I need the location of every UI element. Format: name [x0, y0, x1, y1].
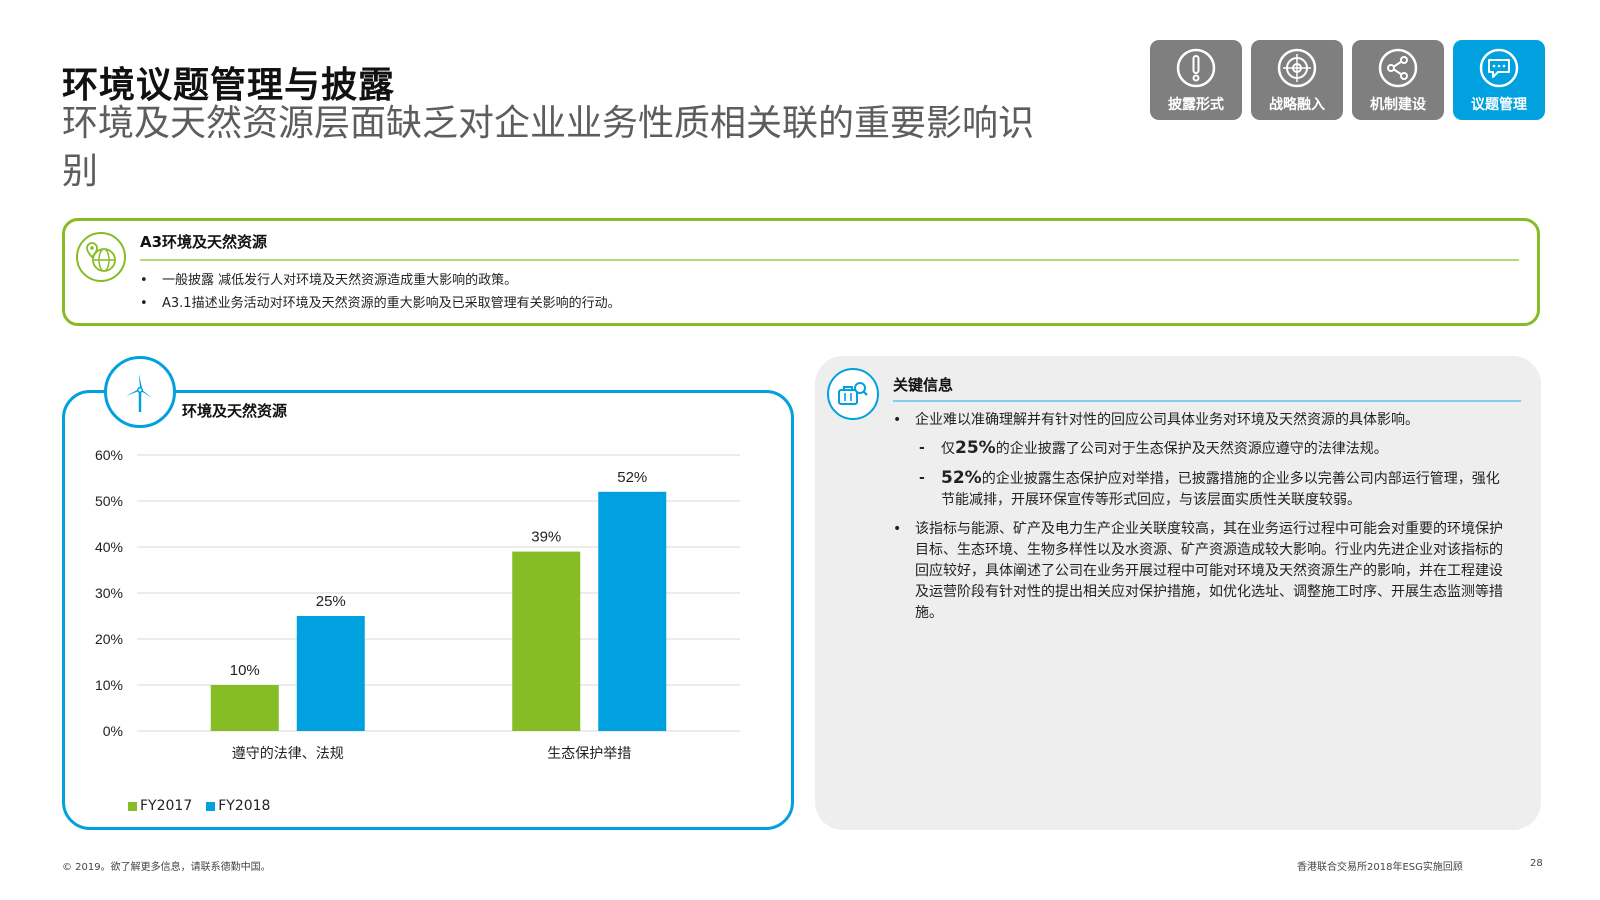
- y-tick-label: 30%: [95, 585, 123, 601]
- exclamation-icon: [1176, 48, 1216, 88]
- nav-button-strategy[interactable]: 战略融入: [1251, 40, 1343, 120]
- info-body: 企业难以准确理解并有针对性的回应公司具体业务对环境及天然资源的具体影响。 仅25…: [893, 410, 1513, 631]
- wind-turbine-icon: [126, 374, 152, 412]
- y-tick-label: 10%: [95, 677, 123, 693]
- nav-label: 战略融入: [1269, 97, 1325, 113]
- legend-entry-fy2017: FY2017: [128, 798, 192, 814]
- a3-requirements-box: A3环境及天然资源 一般披露 减低发行人对环境及天然资源造成重大影响的政策。 A…: [62, 218, 1540, 326]
- info-title: 关键信息: [893, 376, 954, 394]
- data-label: 10%: [230, 662, 260, 679]
- y-tick-label: 20%: [95, 631, 123, 647]
- divider: [893, 400, 1521, 402]
- bar-fy2017-0: [210, 685, 279, 731]
- nav-label: 议题管理: [1471, 97, 1527, 113]
- footer-report-title: 香港联合交易所2018年ESG实施回顾: [1297, 862, 1463, 873]
- y-tick-label: 60%: [95, 447, 123, 463]
- footer-copyright: © 2019。欲了解更多信息，请联系德勤中国。: [62, 862, 271, 873]
- nav-button-topic-management[interactable]: 议题管理: [1453, 40, 1545, 120]
- share-icon: [1378, 48, 1418, 88]
- chat-bubble-icon: [1479, 48, 1519, 88]
- a3-header: A3环境及天然资源: [140, 233, 268, 251]
- data-label: 25%: [316, 593, 346, 610]
- nav-button-disclosure-form[interactable]: 披露形式: [1150, 40, 1242, 120]
- data-label: 39%: [531, 529, 561, 546]
- page-number: 28: [1530, 858, 1543, 869]
- info-subpoint: 52%的企业披露生态保护应对举措，已披露措施的企业多以完善公司内部运行管理，强化…: [893, 468, 1513, 511]
- y-tick-label: 40%: [95, 539, 123, 555]
- x-category-label: 遵守的法律、法规: [232, 745, 344, 762]
- bar-fy2018-0: [296, 616, 365, 731]
- info-point: 企业难以准确理解并有针对性的回应公司具体业务对环境及天然资源的具体影响。: [893, 410, 1513, 431]
- section-nav: 披露形式 战略融入 机制建设 议题管理: [1150, 40, 1545, 120]
- nav-button-mechanism[interactable]: 机制建设: [1352, 40, 1444, 120]
- chart-title: 环境及天然资源: [182, 402, 288, 420]
- briefcase-search-icon: [838, 382, 868, 405]
- info-subpoint: 仅25%的企业披露了公司对于生态保护及天然资源应遵守的法律法规。: [893, 438, 1513, 460]
- page-subtitle: 环境及天然资源层面缺乏对企业业务性质相关联的重要影响识别: [62, 103, 1035, 192]
- x-category-label: 生态保护举措: [547, 746, 631, 762]
- key-info-panel: 关键信息 企业难以准确理解并有针对性的回应公司具体业务对环境及天然资源的具体影响…: [815, 356, 1541, 830]
- info-badge: [827, 368, 879, 420]
- list-item: 一般披露 减低发行人对环境及天然资源造成重大影响的政策。: [140, 269, 621, 292]
- target-icon: [1277, 48, 1317, 88]
- chart-panel: [62, 390, 794, 830]
- page-title: 环境议题管理与披露: [62, 65, 396, 106]
- nav-label: 披露形式: [1168, 97, 1224, 113]
- chart-legend: FY2017 FY2018: [128, 798, 270, 814]
- wind-turbine-badge: [104, 356, 176, 428]
- a3-list: 一般披露 减低发行人对环境及天然资源造成重大影响的政策。 A3.1描述业务活动对…: [140, 269, 621, 315]
- globe-location-icon: [76, 232, 126, 282]
- legend-entry-fy2018: FY2018: [206, 798, 270, 814]
- nav-label: 机制建设: [1370, 97, 1426, 113]
- info-point: 该指标与能源、矿产及电力生产企业关联度较高，其在业务运行过程中可能会对重要的环境…: [893, 519, 1513, 624]
- bar-chart: 0% 10% 20% 30% 40% 50% 60% 10% 25% 遵守的法律、法规 39% 52%…: [95, 447, 740, 762]
- bar-fy2017-1: [512, 551, 581, 731]
- list-item: A3.1描述业务活动对环境及天然资源的重大影响及已采取管理有关影响的行动。: [140, 292, 621, 315]
- y-tick-label: 50%: [95, 493, 123, 509]
- bar-fy2018-1: [598, 491, 667, 731]
- data-label: 52%: [617, 469, 647, 486]
- divider: [140, 259, 1519, 261]
- y-tick-label: 0%: [103, 723, 123, 739]
